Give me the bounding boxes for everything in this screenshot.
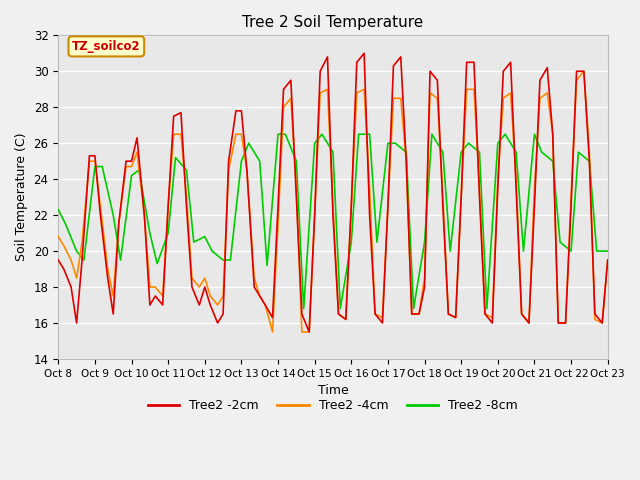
Legend: Tree2 -2cm, Tree2 -4cm, Tree2 -8cm: Tree2 -2cm, Tree2 -4cm, Tree2 -8cm xyxy=(143,395,523,418)
Text: TZ_soilco2: TZ_soilco2 xyxy=(72,40,141,53)
Title: Tree 2 Soil Temperature: Tree 2 Soil Temperature xyxy=(243,15,424,30)
X-axis label: Time: Time xyxy=(317,384,348,397)
Y-axis label: Soil Temperature (C): Soil Temperature (C) xyxy=(15,133,28,262)
